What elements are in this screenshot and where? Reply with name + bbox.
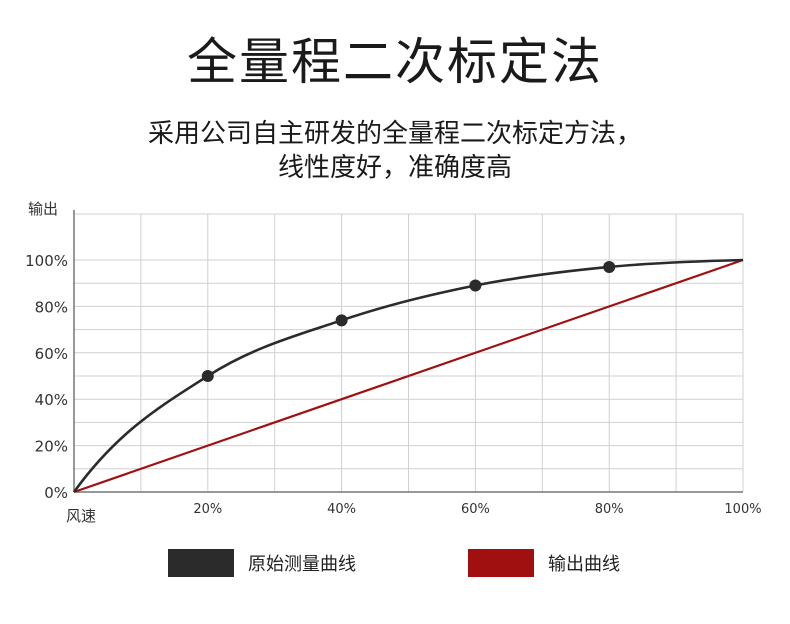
y-tick-label: 20% — [35, 438, 68, 456]
y-tick-label: 40% — [35, 391, 68, 409]
legend-swatch-measured — [168, 549, 234, 577]
chart-axes — [73, 210, 743, 493]
data-point-measured — [201, 370, 214, 382]
x-axis-label: 风速 — [66, 507, 96, 525]
subtitle-line-1: 采用公司自主研发的全量程二次标定方法， — [147, 119, 642, 149]
data-point-measured — [335, 314, 348, 327]
page-title: 全量程二次标定法 — [187, 33, 603, 91]
x-tick-label: 60% — [461, 502, 490, 517]
x-tick-label: 100% — [724, 502, 761, 517]
legend-item-output: 输出曲线 — [468, 548, 620, 578]
y-tick-label: 60% — [35, 345, 68, 363]
legend-label-measured: 原始测量曲线 — [248, 554, 356, 575]
subtitle-line-2: 线性度好，准确度高 — [277, 153, 512, 183]
chart-series — [72, 258, 744, 494]
data-point-measured — [469, 279, 482, 292]
series-line-output — [73, 258, 744, 494]
legend-swatch-output — [468, 549, 534, 577]
y-tick-label: 100% — [25, 252, 68, 270]
legend-item-measured: 原始测量曲线 — [168, 548, 356, 578]
data-point-measured — [603, 260, 616, 273]
y-tick-label: 80% — [35, 298, 68, 316]
x-tick-label: 80% — [595, 502, 624, 517]
y-axis-label: 输出 — [28, 200, 58, 218]
legend-label-output: 输出曲线 — [548, 554, 620, 575]
series-line-measured — [72, 258, 744, 493]
y-tick-label: 0% — [44, 484, 68, 502]
chart-grid — [74, 213, 744, 492]
x-tick-label: 20% — [193, 502, 222, 517]
x-tick-label: 40% — [327, 502, 356, 517]
